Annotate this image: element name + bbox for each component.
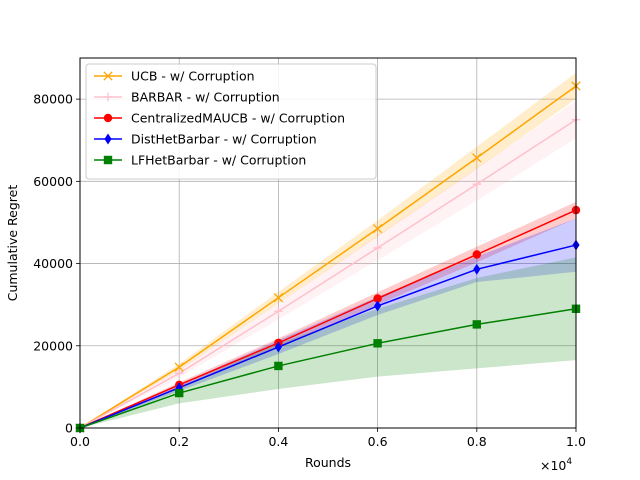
- x-tick-label: 0.6: [368, 434, 388, 449]
- x-axis-label: Rounds: [305, 455, 351, 470]
- confidence-band-3: [80, 201, 576, 428]
- y-tick-label: 80000: [33, 92, 73, 107]
- series-line-1: [79, 85, 577, 429]
- legend-label: DistHetBarbar - w/ Corruption: [131, 132, 317, 147]
- axis-ticks: 0.0 0.2 0.4 0.6 0.8 1.0 0 20000 40000 60000 80000: [33, 92, 586, 449]
- data-point: [472, 320, 481, 329]
- data-point: [472, 250, 481, 259]
- data-point: [274, 341, 282, 353]
- confidence-band-4: [80, 218, 576, 428]
- x-tick-label: 0.0: [70, 434, 90, 449]
- series-line-4: [79, 244, 577, 429]
- data-point: [273, 293, 284, 303]
- data-point: [373, 294, 382, 303]
- data-point: [274, 307, 283, 316]
- legend-marker: [103, 92, 113, 102]
- legend-marker: [103, 155, 113, 165]
- y-tick-label: 60000: [33, 174, 73, 189]
- legend-label: LFHetBarbar - w/ Corruption: [131, 153, 306, 168]
- data-point: [472, 153, 482, 163]
- confidence-band-5: [80, 257, 576, 428]
- data-point: [274, 361, 283, 371]
- y-tick-label: 0: [65, 421, 73, 436]
- data-point: [472, 180, 481, 189]
- series-lines: [79, 85, 577, 429]
- legend-label: BARBAR - w/ Corruption: [131, 90, 280, 105]
- plot-frame: [79, 57, 577, 429]
- data-point: [373, 243, 382, 253]
- x-tick-label: 1.0: [566, 434, 586, 449]
- legend-marker: [104, 133, 112, 145]
- x-tick-label: 0.2: [169, 434, 189, 449]
- confidence-bands: [80, 72, 576, 429]
- legend-marker: [103, 71, 113, 81]
- legend-label: UCB - w/ Corruption: [131, 69, 255, 84]
- data-point: [175, 388, 184, 398]
- legend-box: [85, 63, 377, 180]
- series-line-2: [79, 119, 577, 429]
- x-axis-multiplier: ×104: [540, 457, 572, 473]
- legend-label: CentralizedMAUCB - w/ Corruption: [131, 111, 345, 126]
- data-point: [374, 300, 382, 312]
- x-multiplier-base: ×10: [540, 458, 566, 473]
- y-tick-label: 40000: [33, 256, 73, 271]
- data-point: [175, 369, 184, 378]
- series-line-3: [79, 209, 577, 429]
- data-point: [372, 223, 383, 234]
- x-tick-label: 0.8: [467, 434, 487, 449]
- data-point: [174, 362, 184, 372]
- series-line-5: [79, 308, 577, 429]
- y-axis-label: Cumulative Regret: [5, 185, 20, 302]
- y-tick-label: 20000: [33, 338, 73, 353]
- data-point: [373, 339, 382, 348]
- legend-marker: [103, 113, 113, 123]
- legend: UCB - w/ Corruption BARBAR - w/ Corruptio…: [85, 63, 377, 180]
- x-tick-label: 0.4: [268, 434, 288, 449]
- x-multiplier-exponent: 4: [566, 457, 572, 467]
- data-point: [473, 263, 481, 275]
